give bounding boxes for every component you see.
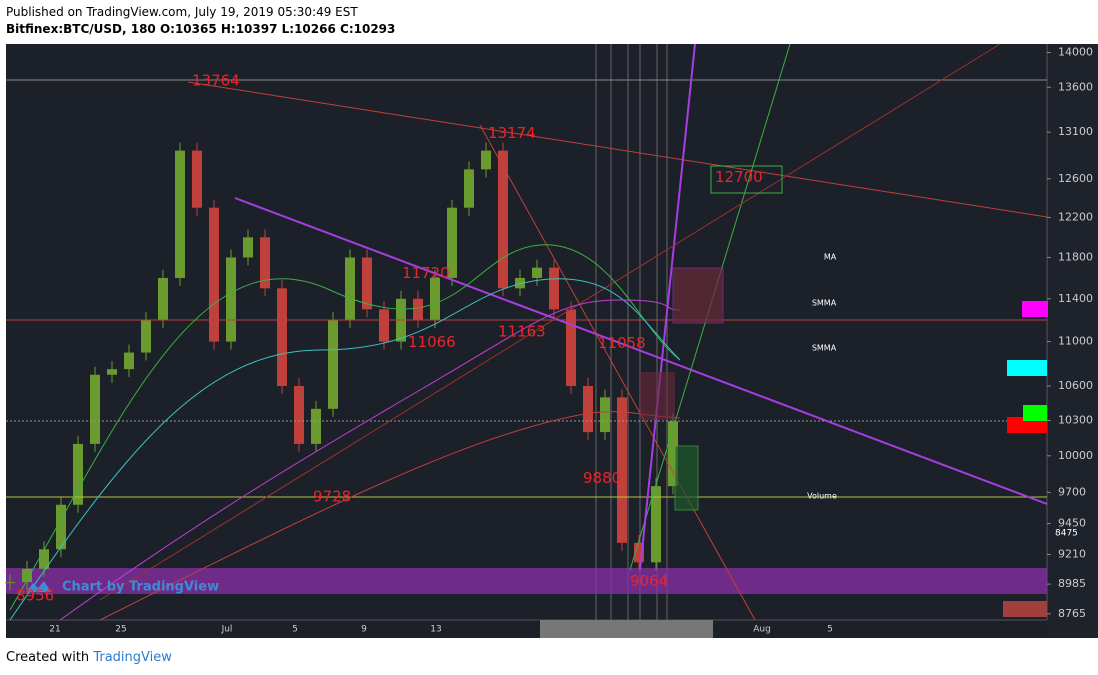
candle (56, 504, 66, 550)
candle (209, 207, 219, 342)
candle (515, 277, 525, 289)
candle (158, 277, 168, 320)
y-tick-label: 12200 (1058, 210, 1093, 223)
y-tick-label: 9210 (1058, 547, 1086, 560)
y-tick-label: 8985 (1058, 577, 1086, 590)
indicator-label: SMMA (812, 344, 837, 353)
candle (549, 267, 559, 310)
candle (226, 257, 236, 342)
candle (73, 443, 83, 505)
x-tick-label: 9 (361, 625, 367, 635)
candle (566, 309, 576, 386)
candle (600, 397, 610, 433)
price-annotation: 11163 (498, 322, 546, 340)
price-annotation: 9728 (313, 487, 351, 505)
price-annotation: 9880 (583, 469, 621, 487)
candle (430, 277, 440, 320)
candle (481, 150, 491, 170)
y-tick-label: 9700 (1058, 485, 1086, 498)
created-text: Created with (6, 650, 90, 665)
candle (447, 207, 457, 278)
y-tick-label: 13100 (1058, 125, 1093, 138)
published: Published on TradingView.com, July 19, 2… (6, 5, 358, 19)
x-tick-label: 25 (115, 625, 126, 635)
candle (651, 486, 661, 563)
candle (39, 549, 49, 569)
x-tick-label: 13 (430, 625, 441, 635)
chart: Chart by TradingView 8475 14000136001310… (5, 43, 1098, 638)
y-tick-label: 8765 (1058, 607, 1086, 620)
candle (379, 309, 389, 342)
price-marker: 8475 (1055, 529, 1078, 539)
candle (277, 288, 287, 386)
candle (617, 397, 627, 543)
x-tick-label: 5 (292, 625, 298, 635)
footer: Created with TradingView (6, 650, 172, 665)
price-annotation: 13174 (488, 124, 536, 142)
watermark: Chart by TradingView (62, 580, 219, 595)
candle (464, 169, 474, 208)
price-annotation: 12700 (715, 168, 763, 186)
x-tick-label: Aug (753, 625, 771, 635)
candle (107, 369, 117, 375)
indicator-label: SMMA (812, 299, 837, 308)
y-tick-label: 10000 (1058, 449, 1093, 462)
y-tick-label: 11000 (1058, 335, 1093, 348)
price-axis-bg (1047, 44, 1098, 638)
candle (311, 408, 321, 444)
y-tick-label: 11400 (1058, 292, 1093, 305)
y-tick-label: 9450 (1058, 517, 1086, 530)
candle (328, 319, 338, 409)
candle (294, 385, 304, 444)
candle (362, 257, 372, 310)
candle (668, 421, 678, 487)
candles (5, 142, 678, 591)
y-tick-label: 13600 (1058, 80, 1093, 93)
x-tick-label: Jul (221, 625, 233, 635)
y-tick-label: 10300 (1058, 413, 1093, 426)
candle (583, 385, 593, 433)
price-annotation: 9064 (630, 572, 668, 590)
candle (413, 298, 423, 320)
y-tick-label: 12600 (1058, 172, 1093, 185)
candle (634, 542, 644, 563)
candle (345, 257, 355, 320)
volume-band (6, 568, 1047, 594)
candle (498, 150, 508, 289)
candle (192, 150, 202, 208)
indicator-label: Volume (807, 492, 837, 501)
brand[interactable]: TradingView (93, 650, 172, 665)
watermark-logo (26, 581, 51, 592)
price-annotation: 13764 (192, 71, 240, 89)
price-annotation: 11066 (408, 333, 456, 351)
candle (22, 568, 32, 583)
header: Published on TradingView.com, July 19, 2… (6, 4, 395, 38)
x-tick-label: 21 (49, 625, 60, 635)
candle (90, 374, 100, 444)
candle (260, 237, 270, 289)
price-annotation: 11058 (598, 334, 646, 352)
indicator-label: MA (824, 253, 837, 262)
candle (141, 319, 151, 353)
chart-bg (6, 44, 1098, 638)
trendlines (6, 43, 1048, 621)
y-tick-label: 14000 (1058, 46, 1093, 59)
price-annotation: 11720 (402, 264, 450, 282)
side-markers (540, 301, 1048, 638)
y-tick-label: 10600 (1058, 379, 1093, 392)
candle (5, 582, 15, 584)
candle (175, 150, 185, 278)
candle (124, 352, 134, 370)
candle (243, 237, 253, 258)
price-annotation: 8956 (16, 586, 54, 604)
y-tick-label: 11800 (1058, 250, 1093, 263)
x-tick-label: 5 (827, 625, 833, 635)
candle (532, 267, 542, 278)
symbol-line: Bitfinex:BTC/USD, 180 O:10365 H:10397 L:… (6, 22, 396, 36)
